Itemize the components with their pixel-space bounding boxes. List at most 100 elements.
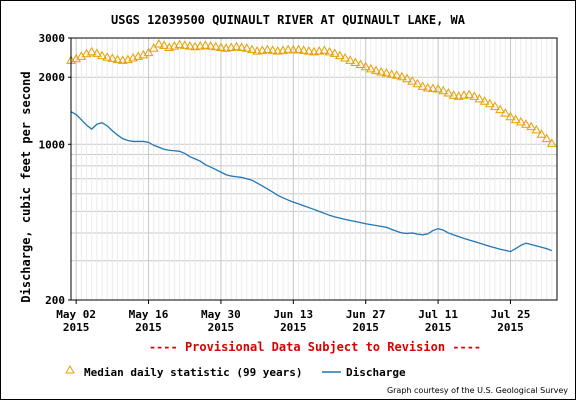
x-tick-label: May 16 <box>129 308 169 321</box>
median-point <box>479 96 490 105</box>
median-point <box>402 73 412 83</box>
median-point <box>334 50 345 60</box>
median-point <box>340 52 350 62</box>
median-point <box>262 44 273 54</box>
median-point <box>464 89 474 99</box>
median-point <box>531 124 542 134</box>
median-point <box>391 70 402 79</box>
median-point <box>546 138 557 147</box>
median-point <box>422 82 433 92</box>
median-point <box>174 39 185 49</box>
median-point <box>293 44 304 54</box>
x-tick-year: 2015 <box>63 321 90 334</box>
discharge-line <box>70 111 553 253</box>
median-point <box>329 48 340 57</box>
median-point <box>500 108 511 117</box>
x-tick-year: 2015 <box>135 321 162 334</box>
median-point <box>185 41 195 50</box>
median-point <box>345 55 356 64</box>
y-tick-label: 3000 <box>39 32 66 45</box>
median-point <box>86 46 97 56</box>
median-point <box>107 53 118 62</box>
median-point <box>226 42 237 51</box>
median-point <box>515 116 526 126</box>
median-point <box>438 85 449 95</box>
x-tick-label: Jun 27 <box>346 308 386 321</box>
legend-discharge-label: Discharge <box>346 366 406 379</box>
legend-median-label: Median daily statistic (99 years) <box>84 366 303 379</box>
median-point <box>210 41 221 51</box>
median-point <box>428 83 438 93</box>
median-point <box>216 42 226 51</box>
median-point <box>143 47 154 57</box>
median-point <box>241 43 252 52</box>
median-point <box>278 45 288 54</box>
median-point <box>469 91 480 100</box>
median-point <box>376 67 387 76</box>
series-layer <box>66 38 557 253</box>
x-tick-label: Jun 13 <box>273 308 313 321</box>
median-point <box>541 133 552 143</box>
median-point <box>526 121 537 131</box>
x-tick-label: Jul 25 <box>491 308 531 321</box>
x-tick-label: May 02 <box>56 308 96 321</box>
y-axis-label: Discharge, cubic feet per second <box>19 71 33 302</box>
legend-median-marker <box>65 364 75 374</box>
y-tick-label: 1000 <box>39 138 66 151</box>
x-tick-year: 2015 <box>280 321 307 334</box>
x-tick-year: 2015 <box>208 321 235 334</box>
median-point <box>117 55 128 64</box>
median-point <box>324 46 335 56</box>
median-point <box>236 42 247 51</box>
median-point <box>303 46 314 55</box>
median-point <box>267 45 278 54</box>
plot-border <box>70 37 558 301</box>
median-point <box>443 87 454 97</box>
median-point <box>247 44 257 54</box>
provisional-note: ---- Provisional Data Subject to Revisio… <box>149 340 481 354</box>
median-point <box>179 40 190 49</box>
median-point <box>159 40 169 49</box>
median-point <box>360 61 371 71</box>
median-point <box>195 41 206 50</box>
chart-title: USGS 12039500 QUINAULT RIVER AT QUINAULT… <box>111 13 466 27</box>
median-point <box>490 101 500 110</box>
median-point <box>521 119 531 128</box>
median-point <box>102 52 113 61</box>
y-tick-labels: 3000 2000 1000 200 <box>39 32 71 307</box>
median-point <box>205 41 216 50</box>
median-point <box>257 45 268 54</box>
median-point <box>272 46 283 55</box>
median-point <box>386 69 397 78</box>
median-point <box>366 63 376 73</box>
x-tick-year: 2015 <box>497 321 524 334</box>
median-point <box>407 76 418 85</box>
median-point <box>350 57 361 66</box>
legend: Median daily statistic (99 years) Discha… <box>65 364 406 379</box>
median-point <box>97 50 107 60</box>
median-point <box>484 98 495 108</box>
median-point <box>314 46 325 55</box>
median-point <box>148 43 159 52</box>
median-point <box>298 45 309 54</box>
median-point <box>417 81 428 90</box>
median-point <box>355 59 366 69</box>
median-point <box>474 93 485 103</box>
median-point <box>510 114 521 124</box>
median-point <box>288 44 299 54</box>
median-point <box>154 38 164 48</box>
median-point <box>91 48 102 57</box>
median-point <box>309 46 319 56</box>
median-point <box>200 40 211 49</box>
credit-text: Graph courtesy of the U.S. Geological Su… <box>387 386 568 395</box>
x-tick-label: Jul 11 <box>418 308 458 321</box>
x-tick-year: 2015 <box>425 321 452 334</box>
median-point <box>381 67 392 77</box>
median-point <box>319 45 330 54</box>
x-tick-year: 2015 <box>352 321 379 334</box>
x-tick-label: May 30 <box>201 308 241 321</box>
median-point <box>412 78 423 88</box>
